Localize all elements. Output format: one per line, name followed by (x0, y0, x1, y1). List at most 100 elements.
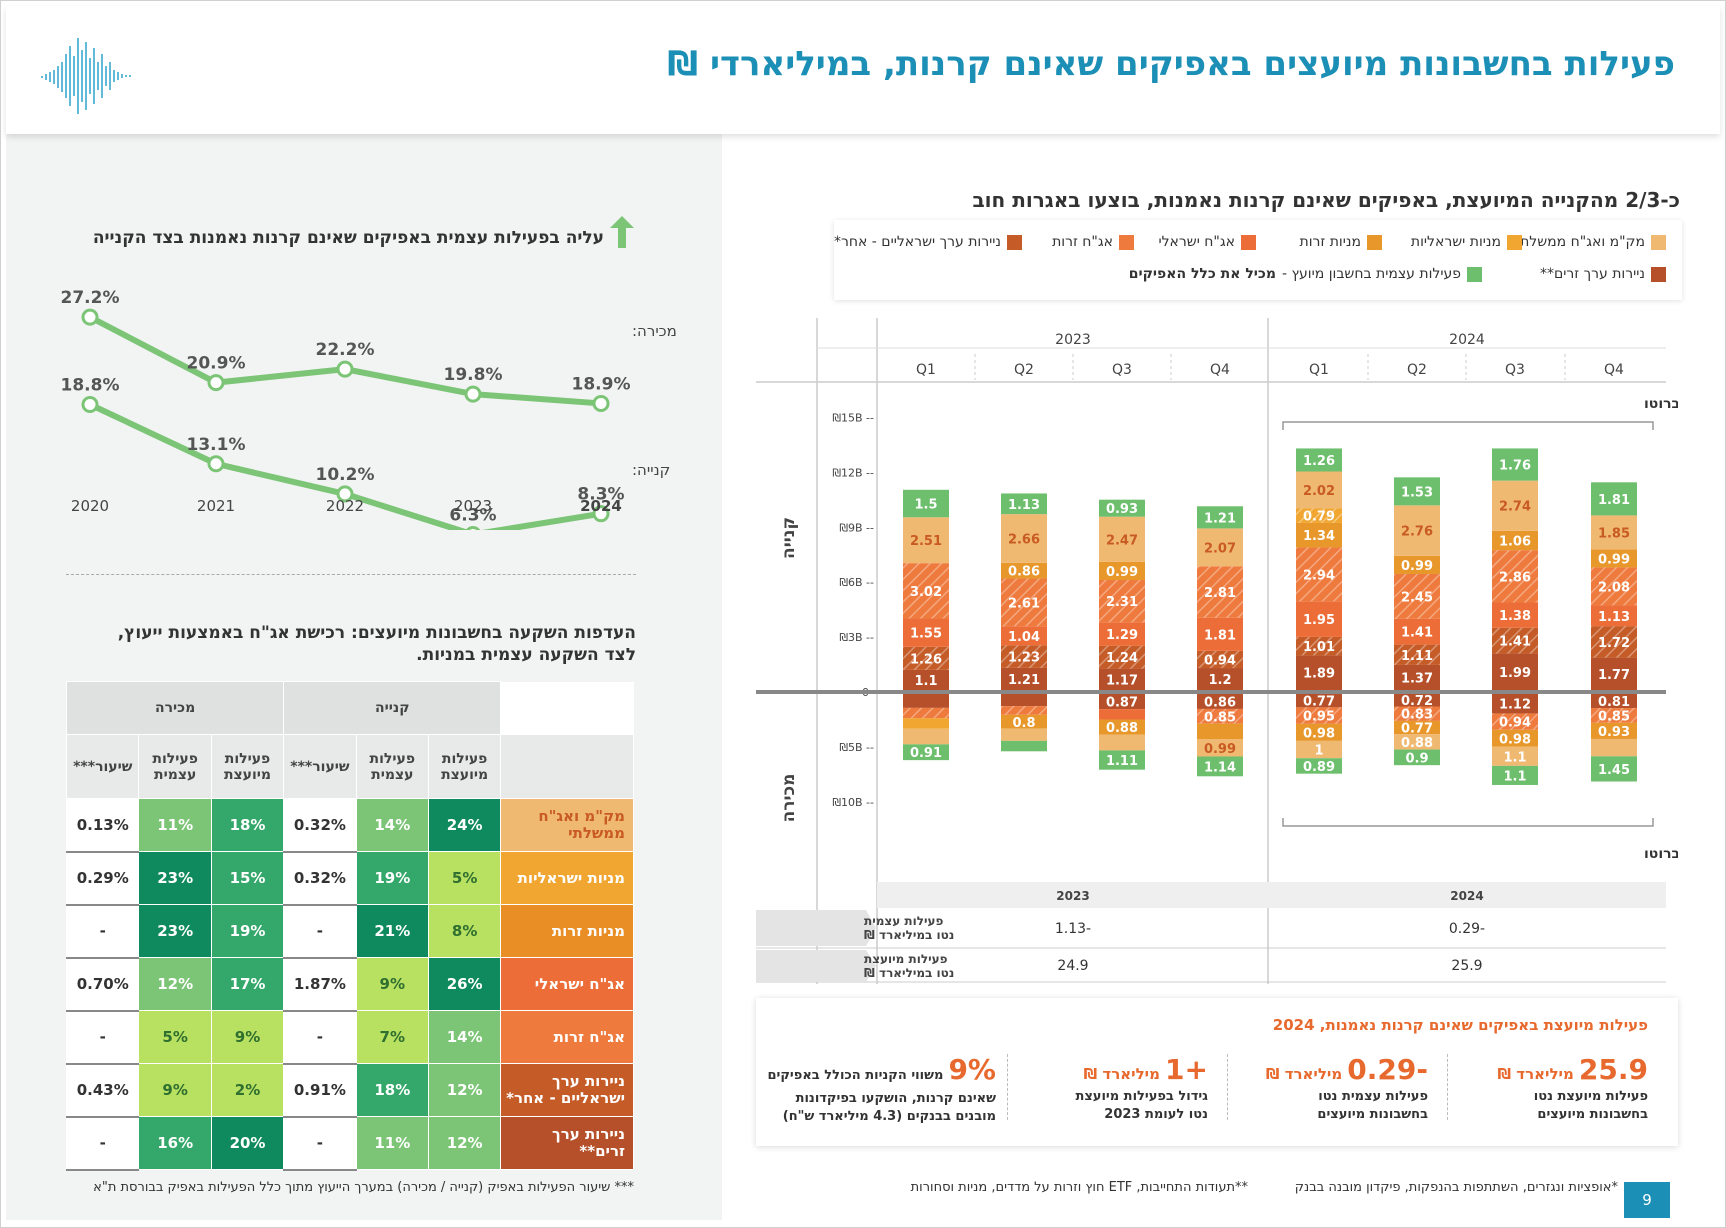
bar-segment-hatch (1394, 644, 1440, 665)
table-row: ניירות ערך זרים** 12% 11% -20% 16% - (65, 1116, 634, 1171)
quarter-label: Q4 (1604, 362, 1624, 378)
cell-sell-self: 11% (138, 798, 212, 852)
bar-value-label: 1.41 (1401, 626, 1433, 641)
group-buy-header: קנייה (283, 681, 502, 735)
bar-value-label: 1.26 (910, 652, 942, 667)
bar-segment (1099, 694, 1145, 710)
legend-label: ניירות ערך זרים** (1539, 266, 1645, 282)
cell-buy-self: 7% (355, 1010, 429, 1064)
pref-title: העדפות השקעה בחשבונות מיועצים: רכישת אג"… (118, 622, 636, 666)
bar-value-label: 1.21 (1008, 673, 1040, 688)
legend-label: מק"מ ואג"ח ממשלתי (1516, 234, 1645, 250)
legend-swatch (1651, 266, 1666, 282)
bar-segment-hatch (1394, 573, 1440, 619)
bar-value-label: 1.89 (1303, 667, 1335, 682)
year-label: 2023 (1055, 332, 1091, 348)
bar-value-label: 2.74 (1499, 500, 1531, 515)
quarter-label: Q2 (1014, 362, 1034, 378)
net-self-value: -1.13 (1055, 921, 1091, 937)
bar-value-label: 1.1 (1503, 769, 1526, 784)
up-arrow-icon (610, 216, 634, 248)
table-row: מניות זרות 8% 21% -19% 23% - (65, 904, 634, 959)
bar-value-label: 1.76 (1499, 459, 1531, 474)
legend-item: ניירות ערך זרים** (1540, 266, 1666, 282)
bar-segment (1492, 653, 1538, 690)
bar-segment (903, 744, 949, 761)
line-chart: 27.2% 20.9% 22.2% 19.8% 18.9% 18.8% 13.1% 10.2%… (61, 288, 677, 530)
kpi-text-inline: משווי הקניות הכולל באפיקים (767, 1068, 944, 1083)
table-subcorner (500, 734, 634, 799)
bar-segment (1296, 758, 1342, 774)
cell-buy-adv: 5% (427, 851, 502, 905)
bar-segment (1296, 471, 1342, 509)
buy-value-label: 8.3% (577, 485, 624, 505)
bar-segment (1296, 448, 1342, 472)
cell-sell-adv: 20% (210, 1116, 285, 1170)
y-tick-label: ₪3B -- (839, 631, 874, 644)
bar-segment (1001, 740, 1047, 752)
bar-segment (1492, 448, 1538, 481)
sell-axis-title: מכירה (779, 774, 799, 823)
y-tick-label: ₪9B -- (839, 521, 874, 534)
cell-sell-self: 5% (138, 1010, 212, 1064)
bar-segment (1197, 694, 1243, 709)
bar-value-label: 1.11 (1106, 754, 1138, 769)
quarter-label: Q3 (1505, 362, 1525, 378)
footnote-options: *אופציות ונגזרים, השתתפות בהנפקות, פיקדו… (1294, 1180, 1618, 1195)
cell-buy-self: 21% (355, 904, 429, 958)
bar-value-label: 1.2 (1208, 673, 1231, 688)
cell-buy-adv: 12% (427, 1063, 502, 1117)
sell-point (592, 394, 610, 412)
bar-segment-hatch (1394, 706, 1440, 721)
kpi-item: -0.29 מיליארד ₪ פעילות עצמית נטו בחשבונות … (1266, 1056, 1428, 1124)
pref-title-line1: העדפות השקעה בחשבונות מיועצים: רכישת אג"… (117, 623, 636, 643)
bar-segment (1099, 668, 1145, 690)
bar-segment-hatch (1099, 645, 1145, 669)
legend-swatch (1651, 234, 1666, 250)
buy-value-label: 18.8% (61, 375, 120, 395)
row-label: מניות ישראליות (500, 851, 634, 905)
kpi-divider (1007, 1054, 1008, 1120)
cell-sell-rate: 0.70% (65, 957, 140, 1012)
cell-buy-rate: - (283, 1010, 357, 1065)
bar-segment (1099, 750, 1145, 770)
row-label: ניירות ערך זרים** (500, 1116, 634, 1170)
table-row: מק"מ ואג"ח ממשלתי 24% 14% 0.32% 18% 11% 0.13% (65, 798, 634, 853)
net-self-label-bg (756, 910, 876, 946)
row-label: אג"ח זרות (500, 1010, 634, 1064)
bar-value-label: 2.31 (1106, 595, 1138, 610)
kpi-divider (1447, 1054, 1448, 1120)
net-adv-value: 24.9 (1057, 958, 1088, 974)
bar-value-label: 2.86 (1499, 570, 1531, 585)
sell-line (88, 314, 602, 407)
cell-buy-self: 11% (355, 1116, 429, 1170)
bar-value-label: 2.61 (1008, 596, 1040, 611)
bar-segment (1099, 499, 1145, 517)
kpi-text: גידול בפעילות מיועצת (1075, 1089, 1208, 1104)
bar-chart-title: כ-2/3 מהקנייה המיועצת, באפיקים שאינם קרנ… (972, 188, 1680, 212)
legend-label-bold: מכיל את כלל האפיקים (1128, 266, 1276, 282)
bar-value-label: 3.02 (910, 585, 942, 600)
year-label: 2024 (1449, 332, 1485, 348)
bar-segment (1296, 723, 1342, 741)
legend-item: מניות זרות (1300, 234, 1382, 250)
kpi-divider (1227, 1054, 1228, 1120)
bar-segment (1591, 605, 1637, 627)
table-footnote: *** שיעור הפעילות באפיק (קנייה / מכירה) … (93, 1180, 634, 1195)
page-title: פעילות בחשבונות מיועצים באפיקים שאינם קר… (667, 44, 1675, 84)
bar-segment (903, 517, 949, 564)
kpi-item: 25.9 מיליארד ₪ פעילות מיועצת נטו בחשבונות … (1497, 1056, 1648, 1124)
gross-sell-label: 23 מיליארד ₪ מכירות ברוטו (1644, 839, 1678, 864)
sell-series-label: מכירה: (632, 322, 677, 340)
page-number: 9 (1624, 1182, 1670, 1218)
group-sell-header: מכירה (65, 681, 285, 735)
bar-value-label: 0.94 (1204, 653, 1236, 668)
bar-value-label: 0.86 (1008, 565, 1040, 580)
bar-value-label: 0.88 (1106, 721, 1138, 736)
bar-value-label: 1.13 (1008, 498, 1040, 513)
bar-segment-hatch (1099, 580, 1145, 623)
kpi-text: בחשבונות מיועצים (1537, 1107, 1648, 1122)
bar-value-label: 1.01 (1303, 640, 1335, 655)
bar-value-label: 0.99 (1106, 565, 1138, 580)
bar-segment-hatch (1296, 547, 1342, 602)
